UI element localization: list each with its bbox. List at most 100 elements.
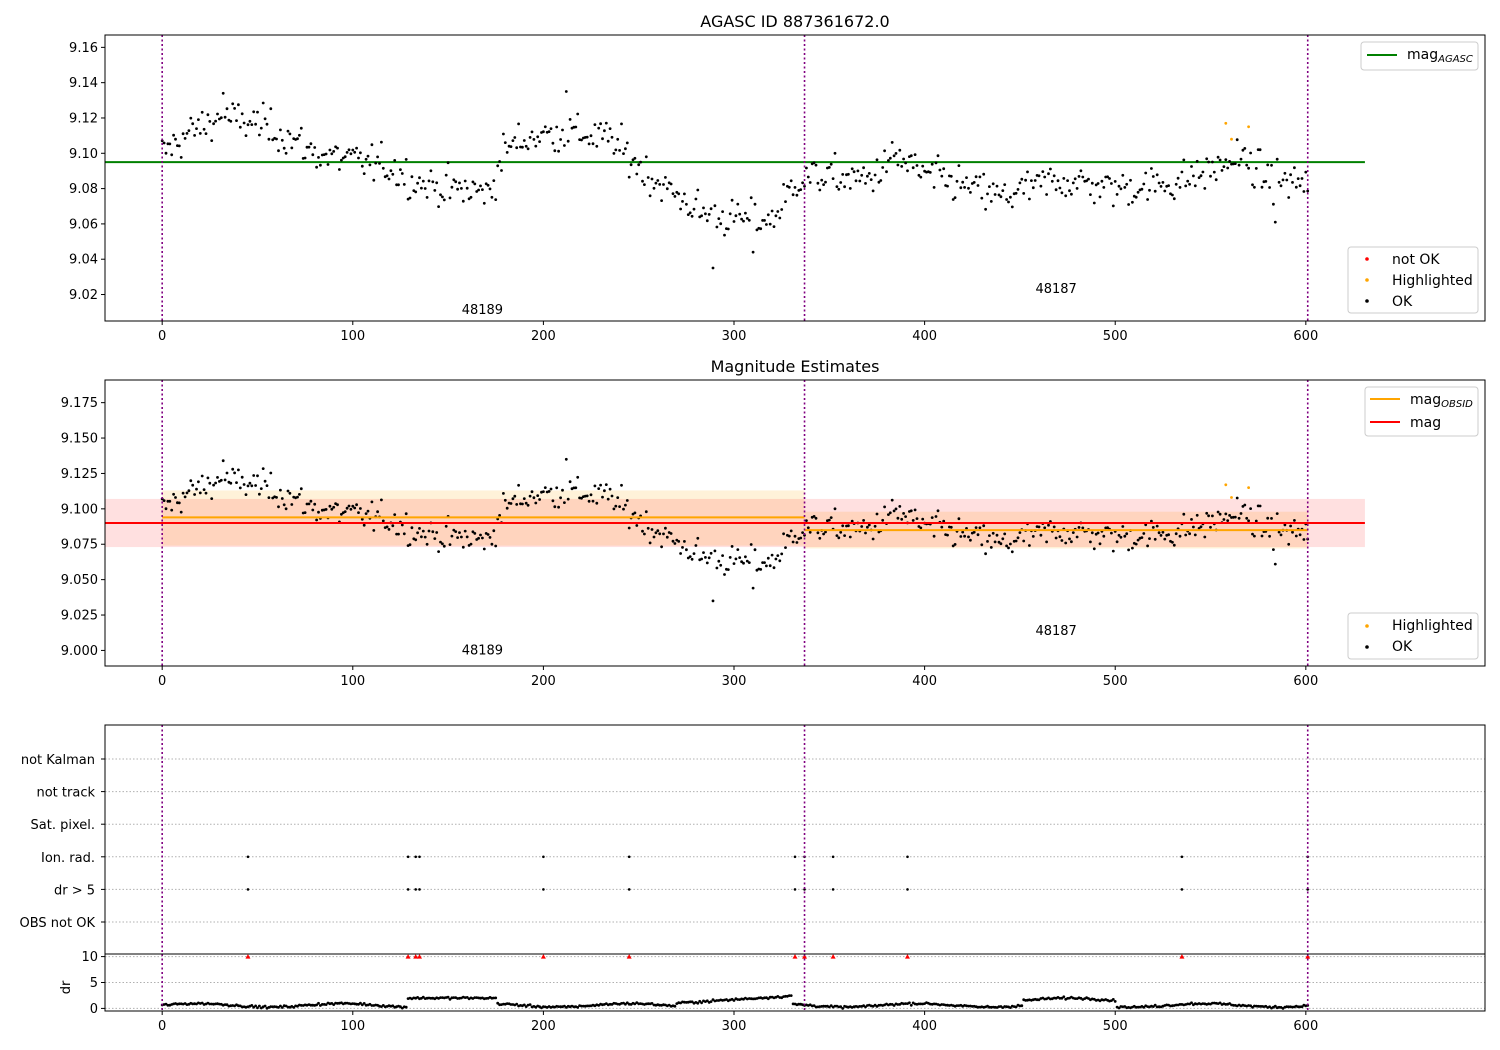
flag-category-label: not Kalman <box>21 753 95 768</box>
ok-point <box>942 167 946 171</box>
ok-point <box>263 117 267 121</box>
ok-point <box>664 526 667 530</box>
ok-point <box>305 145 309 149</box>
ok-point <box>340 512 343 516</box>
ok-point <box>919 175 923 179</box>
ok-point <box>420 535 423 539</box>
ok-point <box>265 122 269 126</box>
ok-point <box>928 171 932 174</box>
ok-point <box>528 494 532 498</box>
ok-point <box>1075 187 1079 190</box>
ok-point <box>793 186 797 189</box>
ok-point <box>284 151 288 155</box>
ok-point <box>376 510 379 514</box>
legend-marker-highlighted <box>1365 278 1369 282</box>
ok-point <box>486 183 490 187</box>
ok-point <box>736 202 740 206</box>
ok-point <box>774 214 778 218</box>
dr-point <box>841 1007 845 1010</box>
legend-label-mag: mag <box>1407 47 1438 63</box>
ok-point <box>902 512 905 515</box>
ok-point <box>1039 184 1043 188</box>
x-tick-label: 500 <box>1103 329 1128 344</box>
ok-point <box>982 524 986 528</box>
ok-point <box>248 119 252 123</box>
ok-point <box>812 161 816 165</box>
ok-point <box>1293 519 1296 522</box>
ok-point <box>477 536 480 540</box>
ok-point <box>381 166 385 170</box>
ok-point <box>559 496 562 500</box>
ok-point <box>772 566 776 570</box>
ok-point <box>867 523 871 527</box>
ok-point <box>1184 184 1188 188</box>
ok-point <box>696 188 700 192</box>
ok-point <box>881 166 885 169</box>
ok-point <box>513 136 517 139</box>
ok-point <box>848 187 852 190</box>
dr-point <box>250 1004 254 1007</box>
dr-point <box>1300 1005 1304 1009</box>
ok-point <box>431 180 435 184</box>
ok-point <box>805 166 808 170</box>
ok-point <box>1176 176 1180 180</box>
ok-point <box>694 197 698 201</box>
ok-point <box>951 198 955 201</box>
dr-point <box>557 1005 560 1008</box>
ok-point <box>715 225 719 229</box>
ok-point <box>263 479 267 483</box>
ok-point <box>1203 187 1207 190</box>
ok-point <box>957 517 961 521</box>
x-tick-label: 600 <box>1293 1019 1318 1034</box>
ok-point <box>906 169 909 173</box>
ok-point <box>827 166 831 169</box>
ok-point <box>1030 179 1033 183</box>
ok-point <box>1224 512 1228 516</box>
ok-point <box>1022 192 1026 195</box>
ok-point <box>1254 167 1258 170</box>
flag-point <box>542 855 545 859</box>
ok-point <box>1001 189 1005 193</box>
ok-point <box>936 154 940 158</box>
ok-point <box>896 516 900 520</box>
ok-point <box>340 158 343 162</box>
ok-point <box>423 187 427 190</box>
ok-point <box>309 499 313 503</box>
ok-point <box>654 181 658 185</box>
ok-point <box>524 144 528 148</box>
ok-point <box>376 155 379 159</box>
ok-point <box>252 110 256 114</box>
ok-point <box>189 479 193 483</box>
ok-point <box>1100 179 1104 183</box>
ok-point <box>824 530 827 534</box>
ok-point <box>1003 183 1007 187</box>
ok-point <box>1251 532 1254 536</box>
ok-point <box>745 217 749 220</box>
ok-point <box>995 184 999 188</box>
dr-point <box>279 1004 282 1008</box>
ok-point <box>420 186 423 190</box>
ok-point <box>1077 175 1081 178</box>
ok-point <box>656 179 660 182</box>
ok-point <box>1060 539 1064 542</box>
flag-category-label: Ion. rad. <box>41 851 95 866</box>
ok-point <box>458 531 461 534</box>
ok-point <box>461 545 465 549</box>
ok-point <box>768 564 772 568</box>
ok-point <box>355 146 358 150</box>
flag-point <box>542 888 545 891</box>
ok-point <box>740 217 743 221</box>
ok-point <box>307 502 311 506</box>
ok-point <box>1275 512 1279 515</box>
dr-point <box>732 999 736 1002</box>
x-tick-label: 0 <box>158 674 166 689</box>
ok-point <box>989 546 993 549</box>
ok-point <box>885 170 888 174</box>
ok-point <box>593 123 597 126</box>
ok-point <box>311 508 315 512</box>
ok-point <box>460 535 463 539</box>
dr-point <box>200 1001 204 1005</box>
ok-point <box>818 536 822 540</box>
ok-point <box>385 525 389 529</box>
flag-point <box>793 888 797 891</box>
